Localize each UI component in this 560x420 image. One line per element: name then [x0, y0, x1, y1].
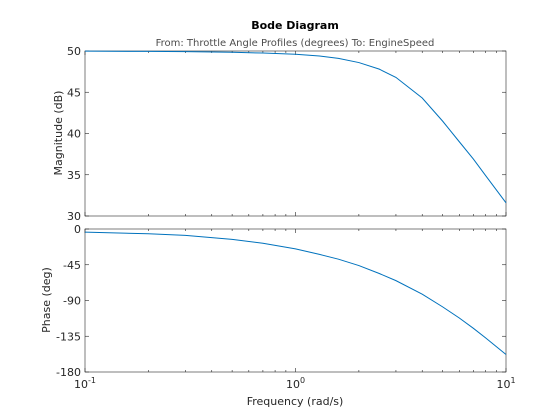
magnitude-y-tick-label: 50: [67, 45, 81, 58]
phase-y-tick-label: -90: [63, 295, 81, 308]
magnitude-y-tick-label: 45: [67, 86, 81, 99]
phase-curve: [84, 231, 507, 355]
x-tick-label-base: 10: [286, 378, 300, 391]
chart-title: Bode Diagram: [251, 19, 339, 32]
magnitude-y-tick-label: 40: [67, 128, 81, 141]
phase-y-tick-label: 0: [74, 223, 81, 236]
phase-y-tick-label: -135: [56, 330, 81, 343]
magnitude-y-axis-label: Magnitude (dB): [52, 91, 65, 176]
x-tick-label: 101: [496, 376, 515, 391]
x-tick-label-exponent: 0: [300, 376, 305, 385]
x-tick-label: 10-1: [74, 376, 96, 391]
x-tick-label: 100: [286, 376, 305, 391]
magnitude-curve: [84, 50, 507, 204]
magnitude-axes-frame: [84, 50, 507, 217]
magnitude-y-tick-label: 30: [67, 210, 81, 223]
x-tick-label-base: 10: [74, 378, 88, 391]
x-axis-label: Frequency (rad/s): [247, 395, 344, 408]
phase-axes-frame: [84, 228, 507, 373]
phase-y-tick-label: -180: [56, 366, 81, 379]
phase-y-tick-label: -45: [63, 259, 81, 272]
x-axis: 10-1 100 101: [74, 376, 516, 391]
magnitude-y-tick-label: 35: [67, 169, 81, 182]
x-tick-label-base: 10: [496, 378, 510, 391]
magnitude-panel: 30 35 40 45 50: [67, 45, 507, 223]
chart-subtitle: From: Throttle Angle Profiles (degrees) …: [156, 38, 435, 49]
phase-y-axis-label: Phase (deg): [40, 267, 53, 333]
phase-panel: -180 -135 -90 -45 0: [56, 223, 507, 379]
x-tick-label-exponent: -1: [88, 376, 96, 385]
x-tick-label-exponent: 1: [510, 376, 515, 385]
